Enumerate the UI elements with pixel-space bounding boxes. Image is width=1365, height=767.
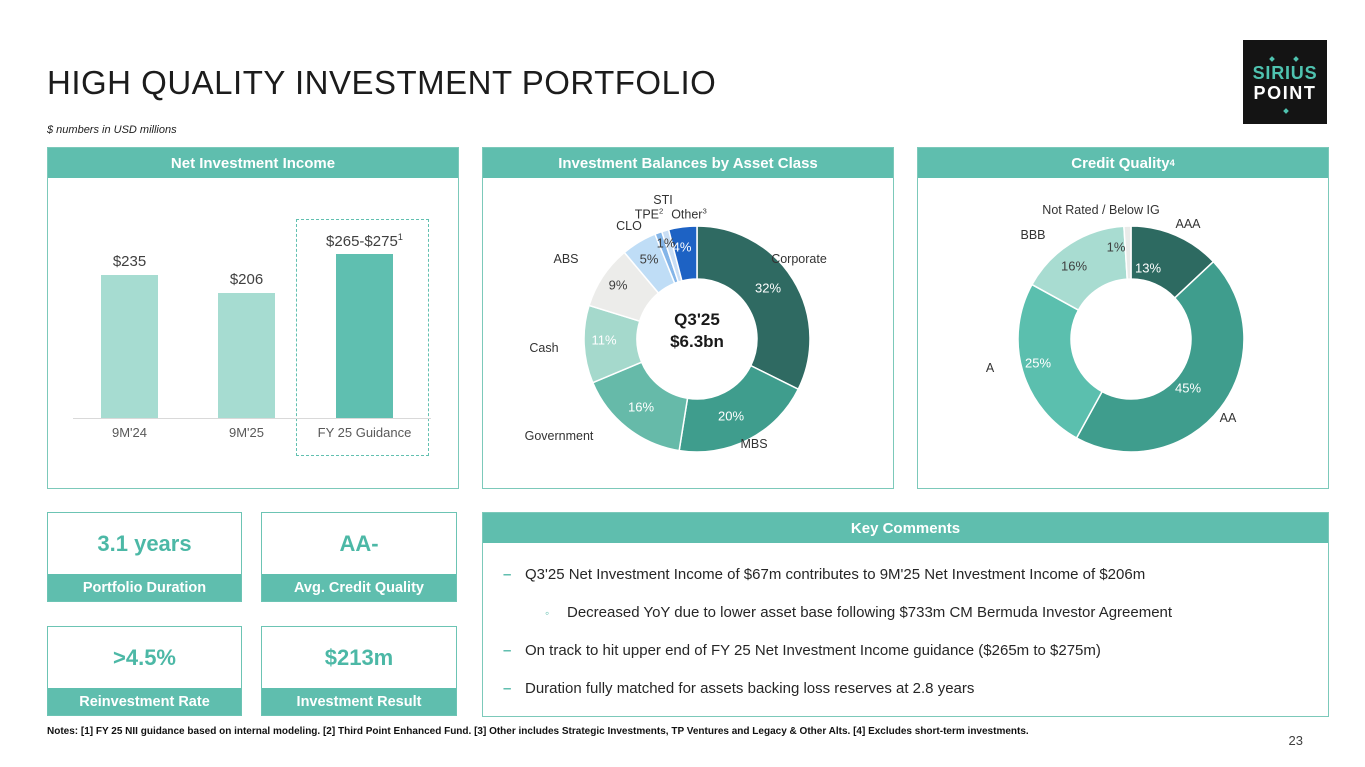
stat-label: Avg. Credit Quality	[262, 574, 456, 601]
slice-pct-bbb: 16%	[1060, 258, 1088, 274]
slice-label-corporate: Corporate	[771, 252, 827, 266]
slice-pct-cash: 11%	[591, 332, 617, 348]
slice-pct-aa: 45%	[1174, 380, 1202, 396]
key-comment-bullet: – Duration fully matched for assets backi…	[503, 680, 1308, 698]
key-comment-text: Q3'25 Net Investment Income of $67m cont…	[525, 566, 1146, 583]
bar-value-label: $265-$2751	[326, 232, 403, 250]
slice-label-bbb: BBB	[1020, 228, 1046, 242]
logo-diamond-icon	[1269, 56, 1275, 62]
siriuspoint-logo: SIRIUS POINT	[1243, 40, 1327, 124]
bar-value-label: $206	[229, 271, 264, 288]
slice-pct-aaa: 13%	[1134, 260, 1162, 276]
asset-class-donut: Q3'25 $6.3bn Corporate 32% MBS 20% Governmen…	[483, 178, 893, 486]
bar-9m-25	[218, 293, 275, 418]
panel-title-credit-quality: Credit Quality 4	[918, 148, 1328, 178]
stat-reinvestment-rate: >4.5% Reinvestment Rate	[47, 626, 242, 716]
donut-slice-not-rated-below-ig	[1123, 225, 1132, 280]
slice-label-cash: Cash	[529, 341, 559, 355]
key-comment-text: Decreased YoY due to lower asset base fo…	[567, 604, 1173, 621]
key-comments-list: – Q3'25 Net Investment Income of $67m con…	[483, 543, 1328, 698]
panel-investment-balances: Investment Balances by Asset Class Q3'25…	[482, 147, 894, 489]
donut-center-period: Q3'25	[674, 310, 720, 329]
key-comments-panel: Key Comments – Q3'25 Net Investment Incom…	[482, 512, 1329, 717]
panel-credit-quality: Credit Quality 4 AAA 13% AA 45% A 25% BBB 16% Not…	[917, 147, 1329, 489]
bar-chart: $235 $206 $265-$2751 9M'24 9M'25 FY 25 Guidan…	[48, 178, 458, 486]
key-comment-text: On track to hit upper end of FY 25 Net I…	[525, 642, 1101, 659]
category-label-9m-25: 9M'25	[228, 425, 265, 440]
panel-title-investment-balances: Investment Balances by Asset Class	[483, 148, 893, 178]
slice-label-mbs: MBS	[740, 437, 768, 451]
stat-label: Reinvestment Rate	[48, 688, 241, 715]
category-label-fy-25-guidance: FY 25 Guidance	[317, 425, 412, 440]
panel-net-investment-income: Net Investment Income $235 $206 $265-$2751…	[47, 147, 459, 489]
slice-pct-other: 4%	[672, 239, 692, 255]
logo-diamond-icon	[1293, 56, 1299, 62]
x-axis	[73, 418, 431, 419]
page-title: HIGH QUALITY INVESTMENT PORTFOLIO	[47, 64, 717, 101]
slice-pct-clo: 5%	[639, 251, 659, 267]
donut-slice-corporate	[696, 225, 811, 391]
page-number: 23	[1288, 733, 1303, 748]
investment-balances-by-asset-class-svg	[583, 225, 811, 453]
sub-bullet-icon: ◦	[545, 606, 550, 620]
key-comment-bullet: – Q3'25 Net Investment Income of $67m con…	[503, 566, 1308, 584]
panel-title-net-investment-income: Net Investment Income	[48, 148, 458, 178]
slice-pct-corporate: 32%	[754, 280, 782, 296]
stat-value: AA-	[339, 530, 379, 556]
key-comment-bullet: ◦ Decreased YoY due to lower asset base f…	[503, 604, 1308, 622]
bar-9m-24	[101, 275, 158, 418]
slice-pct-not-rated-below-ig: 1%	[1106, 239, 1126, 255]
guidance-highlight-box	[296, 219, 429, 456]
bar-fy-25-guidance	[336, 254, 393, 418]
slice-label-abs: ABS	[553, 252, 579, 266]
footnotes: Notes: [1] FY 25 NII guidance based on i…	[47, 726, 1029, 737]
stat-value: 3.1 years	[97, 530, 192, 556]
key-comment-text: Duration fully matched for assets backin…	[525, 680, 975, 697]
donut-center-total: $6.3bn	[670, 332, 724, 351]
logo-diamond-icon	[1283, 108, 1289, 114]
donut-slice-other	[667, 225, 698, 282]
dash-bullet-icon: –	[503, 566, 512, 583]
logo-text-sirius: SIRIUS	[1252, 63, 1318, 83]
category-label-9m-24: 9M'24	[111, 425, 148, 440]
credit-quality-svg	[1017, 225, 1245, 453]
slice-pct-abs: 9%	[608, 277, 628, 293]
donut-slice-a	[1017, 283, 1104, 440]
stat-label: Portfolio Duration	[48, 574, 241, 601]
slice-label-aaa: AAA	[1175, 217, 1201, 231]
slice-label-other: Other3	[671, 206, 707, 222]
stat-value: $213m	[324, 644, 394, 670]
logo-text-point: POINT	[1253, 83, 1317, 103]
bar-value-label: $235	[112, 253, 147, 270]
slice-pct-mbs: 20%	[717, 408, 745, 424]
stat-portfolio-duration: 3.1 years Portfolio Duration	[47, 512, 242, 602]
key-comment-bullet: – On track to hit upper end of FY 25 Net …	[503, 642, 1308, 660]
credit-quality-donut: AAA 13% AA 45% A 25% BBB 16% Not Rated / Below I…	[918, 178, 1328, 486]
slice-label-aa: AA	[1219, 411, 1237, 425]
stat-value: >4.5%	[113, 644, 176, 670]
slice-pct-tpe: 1%	[656, 235, 676, 251]
slice-label-clo: CLO	[616, 219, 642, 233]
donut-center-label: Q3'25 $6.3bn	[670, 309, 724, 353]
stat-investment-result: $213m Investment Result	[261, 626, 457, 716]
slice-label-not-rated-below-ig: Not Rated / Below IG	[1042, 203, 1160, 217]
donut-slice-aa	[1075, 260, 1245, 453]
dash-bullet-icon: –	[503, 642, 512, 659]
slice-label-government: Government	[524, 429, 594, 443]
slice-pct-a: 25%	[1024, 355, 1052, 371]
slice-label-a: A	[985, 361, 995, 375]
stat-label: Investment Result	[262, 688, 456, 715]
slice-label-sti: STI	[653, 193, 673, 207]
key-comments-title: Key Comments	[483, 513, 1328, 543]
units-note: $ numbers in USD millions	[47, 124, 177, 136]
dash-bullet-icon: –	[503, 680, 512, 697]
slice-label-tpe: TPE2	[634, 206, 664, 222]
stat-avg-credit-quality: AA- Avg. Credit Quality	[261, 512, 457, 602]
slice-pct-government: 16%	[627, 399, 655, 415]
donut-slice-mbs	[678, 364, 800, 453]
